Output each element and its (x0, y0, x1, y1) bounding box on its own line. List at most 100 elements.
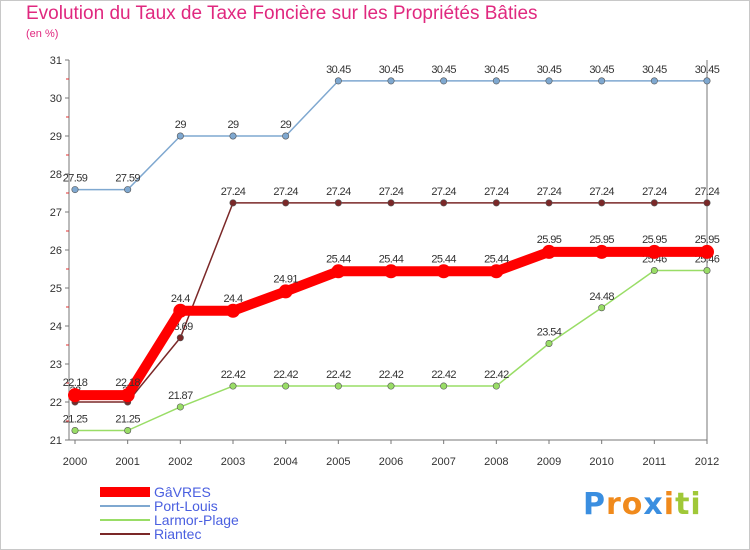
data-label-g-vres: 24.91 (273, 273, 298, 285)
series-line-port-louis (75, 80, 707, 191)
data-point-larmor-plage (387, 382, 395, 390)
data-point-port-louis (71, 186, 79, 194)
data-label-port-louis: 30.45 (642, 64, 667, 76)
data-point-larmor-plage (71, 426, 79, 434)
data-point-larmor-plage (703, 267, 711, 275)
data-point-g-vres (436, 264, 451, 279)
data-label-g-vres: 25.44 (431, 253, 456, 265)
data-label-g-vres: 25.95 (642, 234, 667, 246)
x-tick-label: 2006 (379, 456, 403, 468)
data-point-port-louis (176, 132, 184, 140)
legend-item-g-vres: GâVRES (100, 485, 239, 499)
chart-subtitle: (en %) (26, 28, 59, 40)
x-tick-label: 2004 (273, 456, 297, 468)
data-label-port-louis: 30.45 (379, 64, 404, 76)
data-point-larmor-plage (545, 339, 553, 347)
data-label-larmor-plage: 24.48 (589, 291, 614, 303)
data-label-larmor-plage: 22.42 (431, 369, 456, 381)
data-point-port-louis (492, 77, 500, 85)
x-tick-label: 2001 (115, 456, 139, 468)
logo-letter: P (583, 487, 606, 522)
data-point-riantec (229, 199, 237, 207)
x-tick-label: 2010 (589, 456, 613, 468)
data-point-g-vres (489, 264, 504, 279)
x-tick-label: 2003 (221, 456, 245, 468)
data-point-larmor-plage (334, 382, 342, 390)
data-label-g-vres: 25.44 (326, 253, 351, 265)
y-tick-label: 25 (50, 283, 62, 295)
data-label-port-louis: 30.45 (484, 64, 509, 76)
y-tick-label: 30 (50, 93, 62, 105)
data-label-riantec: 27.24 (431, 186, 456, 198)
data-label-port-louis: 30.45 (537, 64, 562, 76)
data-point-larmor-plage (124, 426, 132, 434)
data-point-port-louis (703, 77, 711, 85)
legend-item-port-louis: Port-Louis (100, 499, 239, 513)
legend-swatch (100, 519, 150, 521)
data-point-riantec (440, 199, 448, 207)
proxiti-logo: Proxiti (583, 487, 702, 522)
data-point-larmor-plage (598, 304, 606, 312)
y-tick-label: 28 (50, 169, 62, 181)
data-point-larmor-plage (176, 403, 184, 411)
data-point-g-vres (700, 244, 714, 259)
legend-item-riantec: Riantec (100, 527, 239, 541)
data-label-riantec: 27.24 (642, 186, 667, 198)
data-label-larmor-plage: 22.42 (273, 369, 298, 381)
legend-label: Larmor-Plage (154, 512, 239, 528)
data-label-riantec: 27.24 (537, 186, 562, 198)
legend-label: Riantec (154, 526, 202, 542)
data-point-g-vres (331, 264, 346, 279)
x-tick-label: 2002 (168, 456, 192, 468)
data-label-port-louis: 27.59 (115, 173, 140, 185)
data-point-g-vres (226, 303, 240, 318)
x-tick-label: 2011 (643, 456, 667, 468)
data-point-riantec (387, 199, 395, 207)
data-label-larmor-plage: 22.42 (326, 369, 351, 381)
data-point-riantec (282, 199, 290, 207)
data-point-larmor-plage (492, 382, 500, 390)
data-point-riantec (545, 199, 553, 207)
data-point-larmor-plage (650, 267, 658, 275)
data-point-port-louis (124, 186, 132, 194)
data-label-larmor-plage: 21.25 (63, 414, 88, 426)
data-label-g-vres: 25.44 (484, 253, 509, 265)
data-point-g-vres (120, 388, 135, 403)
data-point-g-vres (542, 244, 556, 259)
data-label-g-vres: 22.18 (63, 377, 88, 389)
data-label-port-louis: 30.45 (589, 64, 614, 76)
data-point-riantec (598, 199, 606, 207)
y-tick-label: 22 (50, 397, 62, 409)
data-label-g-vres: 25.95 (537, 234, 562, 246)
x-tick-label: 2007 (431, 456, 455, 468)
data-point-port-louis (440, 77, 448, 85)
legend-label: GâVRES (154, 484, 211, 500)
data-point-riantec (703, 199, 711, 207)
legend-swatch (100, 505, 150, 507)
data-point-port-louis (282, 132, 290, 140)
data-point-g-vres (594, 244, 609, 259)
y-tick-label: 26 (50, 245, 62, 257)
x-tick-label: 2008 (484, 456, 508, 468)
legend-label: Port-Louis (154, 498, 218, 514)
data-point-g-vres (647, 244, 662, 259)
y-tick-label: 27 (50, 207, 62, 219)
data-point-g-vres (278, 284, 293, 299)
data-label-g-vres: 25.95 (695, 234, 720, 246)
data-label-riantec: 27.24 (589, 186, 614, 198)
y-tick-label: 29 (50, 131, 62, 143)
data-label-riantec: 27.24 (273, 186, 298, 198)
data-point-larmor-plage (282, 382, 290, 390)
data-point-port-louis (334, 77, 342, 85)
y-tick-label: 31 (50, 55, 62, 67)
data-point-g-vres (173, 303, 188, 318)
data-label-g-vres: 25.95 (589, 234, 614, 246)
data-label-port-louis: 29 (227, 119, 239, 131)
data-label-g-vres: 22.18 (115, 377, 140, 389)
data-label-port-louis: 30.45 (431, 64, 456, 76)
data-label-port-louis: 29 (175, 119, 187, 131)
y-tick-label: 23 (50, 359, 62, 371)
x-tick-label: 2012 (695, 456, 719, 468)
data-point-riantec (650, 199, 658, 207)
data-label-port-louis: 30.45 (695, 64, 720, 76)
